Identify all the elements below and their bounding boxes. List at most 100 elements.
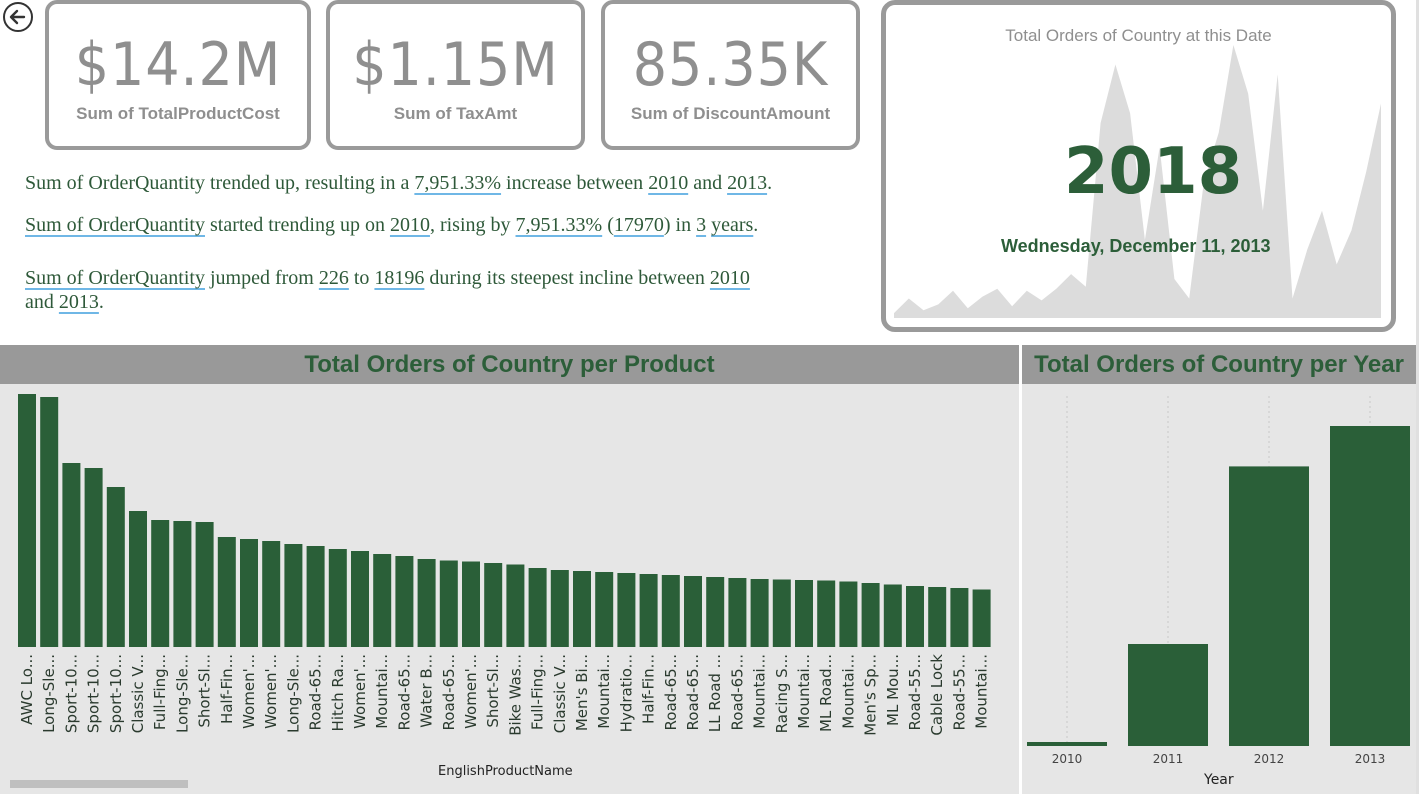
- product-tick-label: Road-55...: [906, 654, 924, 730]
- product-chart-header: Total Orders of Country per Product: [0, 345, 1019, 384]
- date-card[interactable]: Total Orders of Country at this Date 201…: [881, 0, 1396, 332]
- product-bar[interactable]: [950, 588, 969, 647]
- product-bar[interactable]: [462, 561, 480, 648]
- narrative-value[interactable]: 18196: [374, 267, 425, 289]
- product-bar[interactable]: [639, 574, 658, 647]
- narrative-text: , rising by: [429, 214, 516, 236]
- product-bar[interactable]: [928, 587, 947, 647]
- product-bar[interactable]: [528, 568, 547, 647]
- narrative-value[interactable]: 2010: [648, 172, 689, 194]
- product-tick-label: Half-Fin...: [640, 654, 658, 724]
- product-bar[interactable]: [439, 560, 458, 648]
- product-bar[interactable]: [617, 573, 636, 647]
- product-bar[interactable]: [883, 584, 902, 648]
- product-tick-label: Road-65...: [662, 654, 680, 730]
- narrative-value[interactable]: years: [711, 214, 754, 236]
- narrative-value[interactable]: 2013: [727, 172, 768, 194]
- product-bar[interactable]: [284, 544, 303, 647]
- product-bar[interactable]: [573, 571, 591, 647]
- kpi-card-total-product-cost[interactable]: $14.2M Sum of TotalProductCost: [45, 0, 311, 150]
- product-bar[interactable]: [795, 580, 813, 647]
- date-card-year: 2018: [1064, 135, 1243, 209]
- product-bar[interactable]: [62, 463, 81, 647]
- narrative-value[interactable]: Sum of OrderQuantity: [25, 214, 205, 236]
- product-x-axis-title: EnglishProductName: [438, 764, 573, 779]
- product-bar[interactable]: [706, 577, 725, 647]
- vertical-scrollbar[interactable]: [1416, 0, 1419, 794]
- kpi-value: $14.2M: [74, 30, 282, 100]
- narrative-value[interactable]: 2010: [389, 214, 430, 236]
- narrative-value[interactable]: 3: [696, 214, 707, 236]
- product-bar[interactable]: [351, 551, 369, 647]
- product-bar[interactable]: [750, 579, 769, 647]
- narrative-text: started trending up on: [204, 214, 390, 236]
- product-bar[interactable]: [395, 556, 414, 647]
- product-bar[interactable]: [861, 583, 880, 647]
- narrative-value[interactable]: 226: [318, 267, 349, 289]
- product-tick-label: Long-Sle...: [173, 654, 191, 733]
- kpi-label: Sum of DiscountAmount: [630, 104, 831, 123]
- back-button[interactable]: [3, 2, 33, 32]
- product-bar[interactable]: [373, 554, 392, 647]
- product-bar[interactable]: [661, 575, 680, 647]
- product-bar-chart: AWC Lo... Long-Sle... Sport-10... Sport-10.…: [18, 394, 991, 736]
- product-tick-label: Women'...: [351, 654, 369, 729]
- product-tick-label: Hydratio...: [617, 654, 635, 732]
- product-bar[interactable]: [550, 570, 569, 647]
- product-tick-label: Mountai...: [973, 654, 991, 729]
- product-bar[interactable]: [262, 541, 281, 647]
- year-bar[interactable]: [1128, 644, 1208, 746]
- product-tick-label: LL Road ...: [706, 654, 724, 732]
- product-tick-label: Road-55...: [950, 654, 968, 730]
- product-bar[interactable]: [217, 537, 236, 647]
- date-card-date: Wednesday, December 11, 2013: [1001, 236, 1271, 256]
- product-tick-label: Sport-10...: [107, 654, 125, 733]
- narrative-value[interactable]: 17970: [613, 214, 664, 236]
- product-bar[interactable]: [173, 521, 192, 647]
- product-bar[interactable]: [106, 487, 125, 647]
- product-tick-label: Women'...: [462, 654, 480, 729]
- product-bar[interactable]: [839, 581, 858, 648]
- product-bar[interactable]: [195, 522, 214, 647]
- product-bar[interactable]: [972, 589, 991, 648]
- narrative-text: during its steepest incline between: [424, 267, 710, 289]
- narrative-value[interactable]: 2013: [58, 291, 99, 313]
- year-bar[interactable]: [1330, 426, 1410, 746]
- product-bar[interactable]: [506, 564, 525, 648]
- product-bar[interactable]: [328, 549, 347, 647]
- product-bar[interactable]: [817, 580, 836, 648]
- product-tick-label: Road-65...: [395, 654, 413, 730]
- product-bar[interactable]: [684, 576, 702, 647]
- product-bar[interactable]: [417, 559, 436, 647]
- year-bar[interactable]: [1229, 466, 1309, 746]
- product-chart-panel: AWC Lo... Long-Sle... Sport-10... Sport-10.…: [0, 384, 1019, 794]
- product-tick-label: Men's Sp...: [862, 654, 880, 736]
- narrative-value[interactable]: Sum of OrderQuantity: [25, 267, 205, 289]
- year-tick-label: 2010: [1052, 752, 1083, 766]
- narrative-value[interactable]: 7,951.33%: [515, 214, 603, 236]
- product-tick-label: Mountai...: [795, 654, 813, 729]
- product-bar[interactable]: [18, 394, 36, 647]
- product-bar[interactable]: [906, 586, 924, 647]
- narrative-value[interactable]: 2010: [709, 267, 750, 289]
- product-bar[interactable]: [772, 579, 791, 648]
- product-bar[interactable]: [84, 468, 103, 647]
- product-bar[interactable]: [129, 511, 147, 647]
- narrative-text: (: [602, 214, 614, 236]
- product-tick-label: Women'...: [262, 654, 280, 729]
- product-tick-label: Racing S...: [773, 654, 791, 733]
- product-bar[interactable]: [484, 563, 503, 647]
- year-bar[interactable]: [1027, 742, 1107, 746]
- product-bar[interactable]: [151, 520, 170, 647]
- product-tick-label: Half-Fin...: [218, 654, 236, 724]
- product-bar[interactable]: [728, 578, 747, 647]
- horizontal-scrollbar[interactable]: [10, 780, 188, 788]
- kpi-card-tax-amt[interactable]: $1.15M Sum of TaxAmt: [326, 0, 585, 150]
- product-bar[interactable]: [306, 546, 325, 647]
- narrative-value[interactable]: 7,951.33%: [414, 172, 502, 194]
- kpi-card-discount-amount[interactable]: 85.35K Sum of DiscountAmount: [601, 0, 860, 150]
- product-bar[interactable]: [40, 397, 59, 647]
- product-bar[interactable]: [595, 572, 614, 647]
- product-bar[interactable]: [240, 539, 258, 647]
- narrative-text: .: [753, 214, 759, 236]
